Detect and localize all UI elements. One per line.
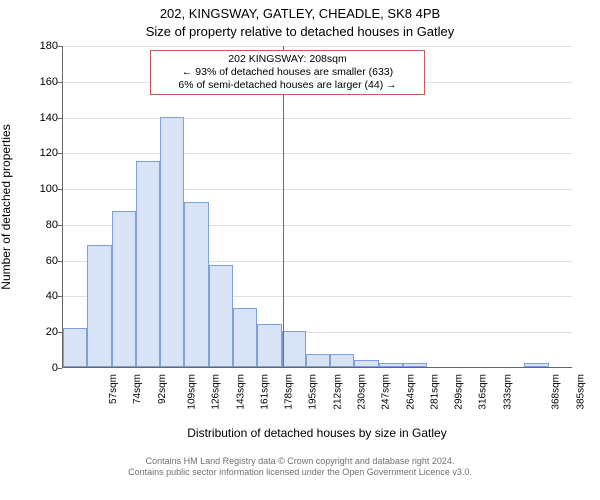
xtick-label: 57sqm [108, 374, 119, 404]
histogram-bar [282, 331, 306, 367]
histogram-bar [184, 202, 208, 367]
ytick-label: 120 [28, 147, 58, 159]
histogram-bar [233, 308, 257, 367]
ytick-label: 140 [28, 112, 58, 124]
histogram-bar [524, 363, 548, 367]
xtick-label: 368sqm [551, 374, 562, 410]
ytick-label: 180 [28, 40, 58, 52]
histogram-bar [112, 211, 136, 367]
histogram-bar [403, 363, 427, 367]
xtick-label: 161sqm [259, 374, 270, 410]
xtick-label: 143sqm [235, 374, 246, 410]
xtick-label: 212sqm [332, 374, 343, 410]
chart-title-address: 202, KINGSWAY, GATLEY, CHEADLE, SK8 4PB [0, 6, 600, 21]
footer-line1: Contains HM Land Registry data © Crown c… [0, 456, 600, 467]
xtick-label: 299sqm [454, 374, 465, 410]
histogram-bar [354, 360, 378, 367]
histogram-bar [136, 161, 160, 367]
y-axis-label: Number of detached properties [0, 124, 13, 289]
footer-line2: Contains public sector information licen… [0, 467, 600, 478]
xtick-label: 264sqm [405, 374, 416, 410]
ytick-label: 20 [28, 326, 58, 338]
histogram-bar [87, 245, 111, 367]
histogram-bar [306, 354, 330, 367]
xtick-label: 74sqm [132, 374, 143, 404]
xtick-label: 230sqm [357, 374, 368, 410]
xtick-label: 92sqm [157, 374, 168, 404]
xtick-label: 333sqm [502, 374, 513, 410]
histogram-bar [257, 324, 281, 367]
xtick-label: 281sqm [429, 374, 440, 410]
annotation-line3: 6% of semi-detached houses are larger (4… [155, 79, 420, 92]
ytick-label: 100 [28, 183, 58, 195]
histogram-chart: 202, KINGSWAY, GATLEY, CHEADLE, SK8 4PB … [0, 0, 600, 500]
xtick-label: 178sqm [284, 374, 295, 410]
ytick-label: 80 [28, 219, 58, 231]
xtick-label: 195sqm [308, 374, 319, 410]
xtick-label: 109sqm [187, 374, 198, 410]
xtick-label: 247sqm [381, 374, 392, 410]
x-axis-label: Distribution of detached houses by size … [62, 426, 572, 440]
histogram-bar [63, 328, 87, 367]
ytick-label: 60 [28, 255, 58, 267]
histogram-bar [209, 265, 233, 367]
xtick-label: 316sqm [478, 374, 489, 410]
annotation-line2: ← 93% of detached houses are smaller (63… [155, 66, 420, 79]
xtick-label: 385sqm [575, 374, 586, 410]
ytick-label: 0 [28, 362, 58, 374]
chart-subtitle: Size of property relative to detached ho… [0, 24, 600, 39]
annotation-line1: 202 KINGSWAY: 208sqm [155, 53, 420, 66]
footer-attribution: Contains HM Land Registry data © Crown c… [0, 456, 600, 479]
ytick-label: 40 [28, 290, 58, 302]
xtick-label: 126sqm [211, 374, 222, 410]
ytick-label: 160 [28, 76, 58, 88]
histogram-bar [330, 354, 354, 367]
annotation-box: 202 KINGSWAY: 208sqm ← 93% of detached h… [150, 50, 425, 95]
histogram-bar [160, 117, 184, 367]
histogram-bar [379, 363, 403, 367]
